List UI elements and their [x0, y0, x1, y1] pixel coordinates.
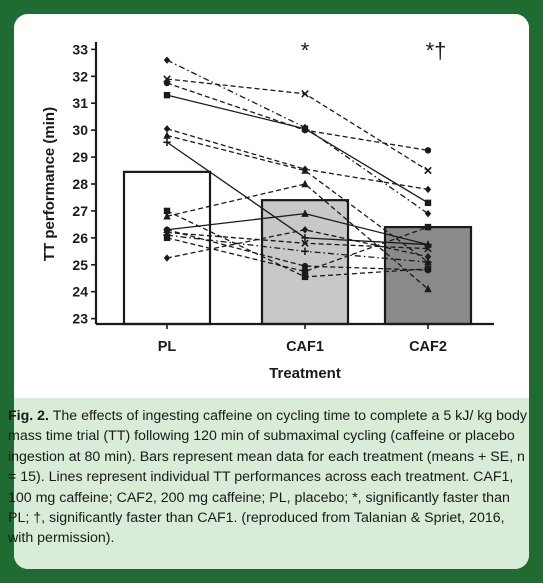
- y-axis-title: TT performance (min): [41, 107, 58, 261]
- y-tick-label: 28: [72, 176, 88, 192]
- individual-point: [301, 166, 309, 174]
- individual-point: [163, 125, 171, 133]
- individual-point: [163, 91, 171, 99]
- figure-caption: Fig. 2. The effects of ingesting caffein…: [8, 406, 528, 549]
- individual-point: [424, 252, 432, 261]
- individual-line: [166, 128, 429, 191]
- individual-point: [163, 207, 171, 215]
- caption-label: Fig. 2.: [8, 408, 49, 424]
- bar-caf1: [260, 199, 350, 326]
- individual-point: [424, 244, 432, 253]
- individual-point: [424, 199, 432, 207]
- y-tick-label: 31: [72, 95, 88, 111]
- individual-point: [163, 138, 171, 146]
- x-category-label: CAF2: [409, 339, 447, 355]
- individual-point: [301, 247, 309, 256]
- individual-point: [301, 273, 309, 281]
- y-tick-label: 30: [72, 122, 88, 138]
- individual-point: [301, 268, 309, 275]
- significance-annotation-caf1: *: [301, 38, 310, 63]
- figure-frame: 23 24 25 26 27 28 29 30 31 32 33 PL CAF1 CAF2 Treatmen…: [14, 14, 529, 569]
- individual-line: [166, 183, 429, 290]
- individual-point: [163, 131, 171, 139]
- y-tick-label: 24: [72, 284, 88, 300]
- y-tick-label: 25: [72, 257, 88, 273]
- individual-point: [301, 125, 309, 133]
- individual-line: [166, 134, 429, 263]
- individual-point: [301, 209, 309, 217]
- individual-point: [424, 147, 432, 154]
- individual-lines-group: [163, 56, 432, 293]
- individual-point: [424, 209, 432, 218]
- y-tick-label: 26: [72, 230, 88, 246]
- individual-point: [301, 239, 309, 247]
- y-tick-label: 27: [72, 203, 88, 219]
- individual-point: [301, 179, 309, 188]
- caption-panel: [14, 398, 529, 569]
- individual-point: [301, 226, 309, 234]
- individual-point: [163, 79, 171, 87]
- individual-point: [424, 185, 432, 194]
- individual-point: [424, 223, 432, 231]
- y-tick-label: 23: [72, 311, 88, 327]
- individual-point: [163, 234, 171, 242]
- significance-annotation-caf2: *†: [426, 38, 447, 63]
- individual-point: [301, 234, 309, 242]
- y-tick-label: 32: [72, 68, 88, 84]
- y-tick-label: 33: [72, 41, 88, 57]
- individual-point: [163, 254, 171, 262]
- caffeine-tt-chart: 23 24 25 26 27 28 29 30 31 32 33 PL CAF1 CAF2 Treatmen…: [41, 38, 494, 382]
- x-axis-title: Treatment: [269, 365, 341, 382]
- individual-point: [424, 266, 432, 274]
- y-tick-label: 29: [72, 149, 88, 165]
- individual-point: [424, 284, 432, 293]
- individual-point: [424, 166, 432, 175]
- x-category-label: PL: [158, 339, 177, 355]
- caption-text: The effects of ingesting caffeine on cyc…: [8, 408, 527, 547]
- individual-point: [301, 262, 309, 270]
- bar-pl: [122, 170, 212, 326]
- individual-point: [163, 56, 171, 64]
- individual-point: [301, 90, 309, 98]
- plot-panel: 23 24 25 26 27 28 29 30 31 32 33 PL CAF1 CAF2 Treatmen…: [14, 14, 529, 398]
- x-category-label: CAF1: [286, 339, 324, 355]
- individual-line: [166, 229, 429, 271]
- individual-point: [163, 212, 171, 220]
- individual-line: [166, 78, 429, 172]
